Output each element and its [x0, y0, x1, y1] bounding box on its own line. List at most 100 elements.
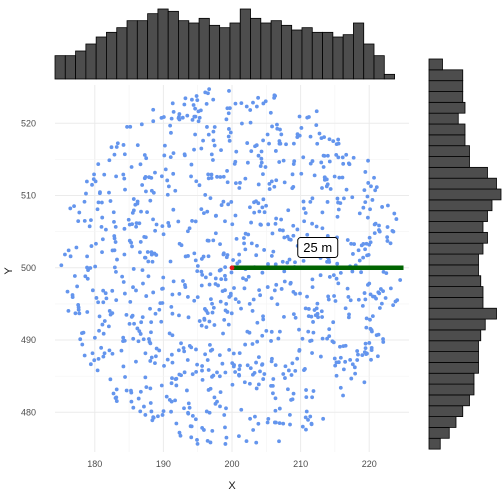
- scatter-point: [85, 254, 89, 259]
- scatter-point: [293, 260, 297, 265]
- scatter-point: [112, 234, 117, 238]
- scatter-point: [320, 186, 324, 190]
- scatter-point: [362, 380, 367, 385]
- scatter-point: [156, 414, 160, 419]
- top-histogram-bar: [198, 17, 210, 80]
- scatter-point: [139, 122, 144, 127]
- scatter-point: [235, 261, 240, 266]
- scatter-point: [224, 435, 229, 440]
- scatter-point: [218, 404, 222, 409]
- scatter-point: [367, 341, 372, 345]
- scatter-point: [179, 243, 184, 248]
- scatter-point: [195, 295, 200, 300]
- scatter-point: [340, 155, 345, 160]
- scatter-point: [369, 328, 374, 332]
- y-tick-label: 520: [21, 118, 36, 128]
- scatter-point: [97, 314, 102, 319]
- scatter-point: [350, 269, 355, 274]
- scatter-point: [197, 115, 202, 120]
- scatter-point: [124, 388, 129, 393]
- scatter-point: [202, 316, 207, 321]
- scatter-point: [110, 311, 115, 316]
- scatter-point: [78, 337, 83, 342]
- scatter-point: [286, 368, 291, 373]
- top-histogram-bar: [239, 8, 251, 80]
- scatter-point: [134, 221, 139, 226]
- scatter-point: [170, 333, 175, 338]
- scatter-point: [346, 315, 351, 320]
- scatter-point: [271, 391, 275, 396]
- scatter-point: [74, 245, 79, 250]
- scatter-point: [136, 339, 141, 344]
- scatter-point: [311, 389, 316, 393]
- scatter-point: [196, 109, 201, 114]
- scatter-point: [355, 349, 360, 353]
- scatter-point: [210, 374, 214, 379]
- scatter-point: [303, 211, 308, 215]
- scatter-point: [195, 362, 199, 367]
- right-histogram-bar: [428, 296, 484, 309]
- scatter-point: [320, 226, 325, 231]
- scatter-point: [141, 337, 146, 342]
- scatter-point: [272, 184, 277, 189]
- scatter-point: [96, 356, 101, 361]
- scatter-point: [254, 386, 259, 391]
- scatter-point: [114, 145, 119, 149]
- scatter-point: [341, 161, 346, 166]
- scatter-point: [385, 235, 390, 240]
- right-histogram-bar: [428, 166, 488, 179]
- scatter-point: [233, 370, 238, 374]
- scatter-point: [336, 281, 341, 286]
- scatter-point: [224, 301, 229, 306]
- scatter-point: [352, 242, 356, 246]
- scatter-point: [146, 274, 151, 279]
- scatter-point: [318, 273, 323, 278]
- scatter-point: [192, 251, 197, 256]
- scatter-point: [231, 351, 236, 356]
- scatter-point: [119, 348, 124, 353]
- right-histogram-bar: [428, 231, 488, 244]
- scatter-point: [245, 141, 250, 145]
- scatter-point: [265, 285, 270, 289]
- scatter-point: [336, 207, 341, 212]
- right-histogram-bar: [428, 221, 484, 233]
- x-tick-label: 200: [224, 459, 239, 469]
- right-histogram-bar: [428, 199, 493, 212]
- scatter-point: [242, 241, 246, 246]
- scatter-point: [344, 152, 349, 157]
- scatter-point: [121, 280, 126, 284]
- scatter-point: [320, 210, 325, 215]
- scatter-point: [334, 152, 339, 157]
- scatter-point: [353, 371, 358, 376]
- scatter-point: [393, 299, 398, 304]
- scatter-point: [106, 324, 111, 329]
- scatter-point: [262, 372, 267, 376]
- right-histogram-bar: [428, 329, 482, 342]
- scatter-point: [201, 138, 205, 143]
- scatter-point: [315, 141, 320, 146]
- scatter-point: [227, 138, 232, 143]
- scatter-point: [291, 184, 296, 189]
- center-point: [229, 265, 235, 271]
- top-histogram-bar: [322, 31, 334, 80]
- scatter-point: [291, 162, 296, 166]
- y-tick-label: 510: [21, 191, 36, 201]
- scatter-point: [364, 241, 369, 246]
- scatter-point: [92, 358, 97, 363]
- right-histogram-bar: [428, 351, 479, 363]
- scatter-point: [305, 294, 309, 299]
- scatter-point: [205, 438, 210, 443]
- scatter-point: [260, 362, 265, 367]
- right-histogram-bar: [428, 286, 484, 298]
- scatter-point: [169, 409, 173, 414]
- scatter-point: [206, 91, 210, 96]
- scatter-point: [143, 255, 147, 260]
- scatter-point: [160, 286, 164, 291]
- right-histogram-bar: [428, 275, 482, 287]
- scatter-point: [281, 158, 286, 163]
- scatter-point: [208, 196, 213, 201]
- scatter-point: [148, 359, 153, 363]
- scatter-point: [281, 228, 285, 233]
- scatter-point: [230, 382, 235, 387]
